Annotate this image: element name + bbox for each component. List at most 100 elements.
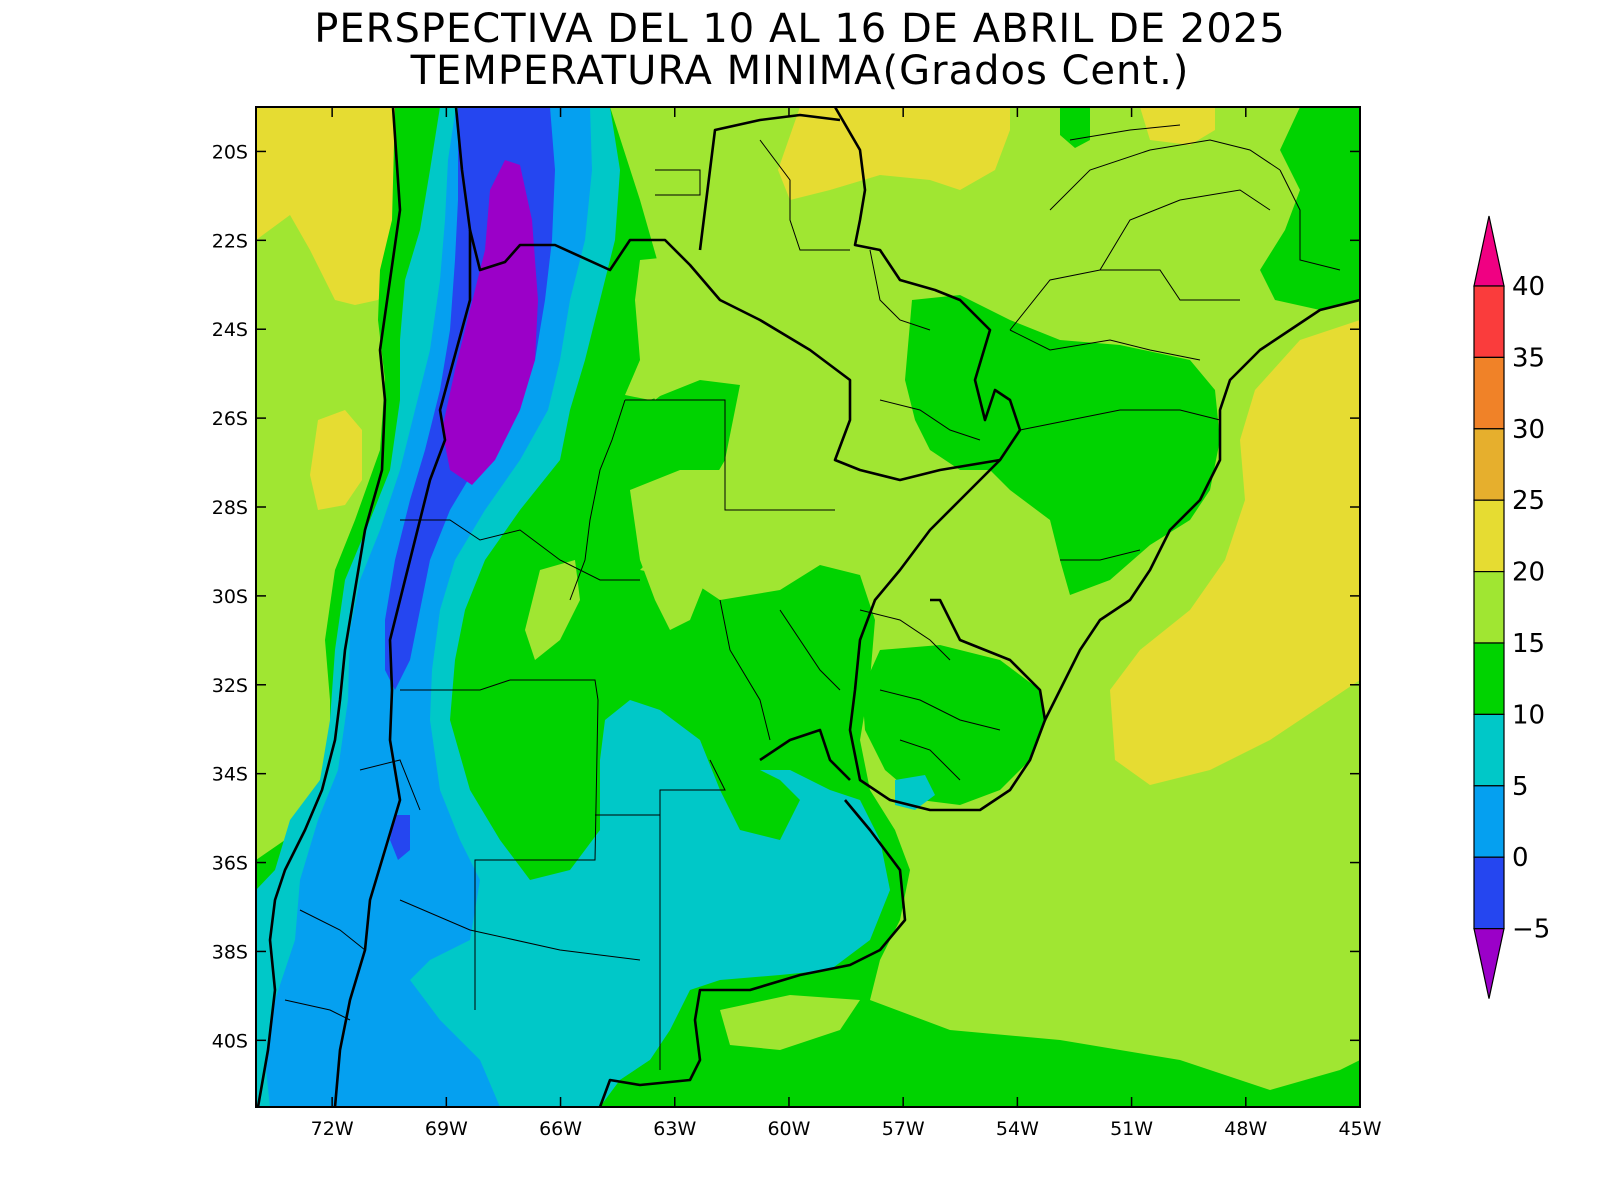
band-minus5-0-south [390, 815, 410, 860]
province-border-n [779, 609, 841, 691]
state-border-a [1009, 269, 1240, 331]
band-15-20-catamarca [525, 560, 580, 660]
border-brazil-coast [1043, 298, 1360, 721]
band-below-minus5 [442, 160, 538, 485]
lon-tick-label: 45W [1339, 1118, 1382, 1140]
colorbar-triangle-top [1473, 215, 1505, 287]
province-border-c [569, 399, 626, 601]
band-20-25-pacific-north [256, 107, 398, 305]
province-border-p [879, 689, 1001, 731]
province-border-d [474, 679, 599, 1010]
lon-tick-label: 72W [311, 1118, 354, 1140]
map-title-line2: TEMPERATURA MINIMA(Grados Cent.) [410, 48, 1190, 94]
lat-tick-label: 34S [212, 764, 248, 786]
lat-tick-label: 26S [212, 408, 248, 430]
map-title-line1: PERSPECTIVA DEL 10 AL 16 DE ABRIL DE 202… [314, 6, 1286, 52]
colorbar-label: 35 [1512, 343, 1545, 373]
colorbar-segment [1473, 642, 1505, 716]
province-border-l [400, 519, 640, 581]
colorbar-segment [1473, 785, 1505, 858]
lon-tick-label: 51W [1110, 1118, 1153, 1140]
lat-tick-label: 38S [212, 941, 248, 963]
colorbar: 40 35 30 25 20 15 10 5 0 −5 [1473, 215, 1550, 999]
colorbar-triangle-bottom [1473, 928, 1505, 999]
band-20-25-brazil-north [1140, 107, 1215, 145]
lat-tick-label: 36S [212, 853, 248, 875]
lat-tick-label: 24S [212, 319, 248, 341]
province-border-r [759, 139, 850, 251]
lon-tick-label: 66W [539, 1118, 582, 1140]
band-20-25-chile-coast [310, 410, 362, 510]
province-border-o [859, 609, 951, 661]
province-border-a [655, 169, 701, 196]
lon-tick-label: 60W [767, 1118, 810, 1140]
colorbar-segment [1473, 499, 1505, 573]
lat-tick-label: 28S [212, 497, 248, 519]
state-border-b [1009, 329, 1201, 361]
province-border-q [899, 739, 961, 781]
lon-tick-label: 54W [996, 1118, 1039, 1140]
lon-tick-label: 57W [882, 1118, 925, 1140]
province-border-m [719, 599, 771, 741]
colorbar-segment [1473, 856, 1505, 930]
state-border-f [1279, 169, 1341, 271]
lat-tick-label: 32S [212, 675, 248, 697]
border-bolivia [698, 113, 841, 251]
border-argentina-atlantic-coast [598, 799, 907, 1107]
province-border-b [625, 399, 835, 511]
colorbar-label: 20 [1512, 558, 1545, 588]
band-5-10-buenos-aires [895, 775, 935, 810]
province-border-g [400, 679, 511, 691]
longitude-axis: 72W 69W 66W 63W 60W 57W 54W 51W 48W 45W [311, 107, 1382, 1140]
band-10-15-patagonia-coast [600, 985, 720, 1107]
country-borders [256, 107, 1360, 1107]
band-15-20-chaco [635, 255, 710, 400]
colorbar-segment [1473, 713, 1505, 787]
colorbar-label: 15 [1512, 629, 1545, 659]
province-border-t [879, 399, 981, 441]
band-10-15-uruguay [862, 645, 1045, 805]
state-border-d [1049, 139, 1281, 211]
colorbar-label: 5 [1512, 772, 1529, 802]
lon-tick-label: 69W [425, 1118, 468, 1140]
latitude-axis: 20S 22S 24S 26S 28S 30S 32S 34S 36S 38S 40S [212, 141, 1360, 1052]
province-border-s [869, 249, 931, 331]
lat-tick-label: 30S [212, 586, 248, 608]
colorbar-label: 40 [1512, 272, 1545, 302]
colorbar-segment [1473, 356, 1505, 430]
lat-tick-label: 20S [212, 141, 248, 163]
province-border-i [359, 759, 421, 811]
colorbar-segment [1473, 570, 1505, 644]
band-10-15-southern-brazil [905, 295, 1220, 595]
band-15-20-santiago [630, 470, 725, 630]
border-uruguay [848, 459, 1047, 812]
lat-tick-label: 40S [212, 1030, 248, 1052]
lon-tick-label: 48W [1224, 1118, 1267, 1140]
band-20-25-bolivia-brazil [778, 107, 1010, 200]
border-chile-argentina-pacific-coast [256, 107, 402, 1107]
province-border-h [399, 899, 641, 961]
border-argentina-paraguay-bolivia [454, 107, 1022, 482]
state-border-c [1019, 409, 1221, 431]
state-border-e [1099, 189, 1271, 271]
colorbar-label: 10 [1512, 700, 1545, 730]
band-20-25-south-atlantic [1110, 320, 1360, 785]
colorbar-segment [1473, 285, 1505, 359]
band-15-20-rio-negro-coast [720, 995, 860, 1050]
temperature-field [256, 107, 1360, 1107]
lat-tick-label: 22S [212, 230, 248, 252]
colorbar-label: 25 [1512, 486, 1545, 516]
colorbar-label: 0 [1512, 843, 1529, 873]
colorbar-label: −5 [1512, 915, 1550, 945]
lon-tick-label: 63W [653, 1118, 696, 1140]
state-border-g [1069, 124, 1181, 141]
state-border-h [1060, 549, 1141, 561]
band-10-15-brazil-east [1260, 107, 1360, 310]
border-rio-de-la-plata [759, 728, 851, 781]
province-borders [284, 124, 1341, 1070]
map-frame [255, 106, 1361, 1108]
province-border-j [299, 909, 366, 951]
province-border-k [284, 999, 351, 1021]
colorbar-label: 30 [1512, 415, 1545, 445]
